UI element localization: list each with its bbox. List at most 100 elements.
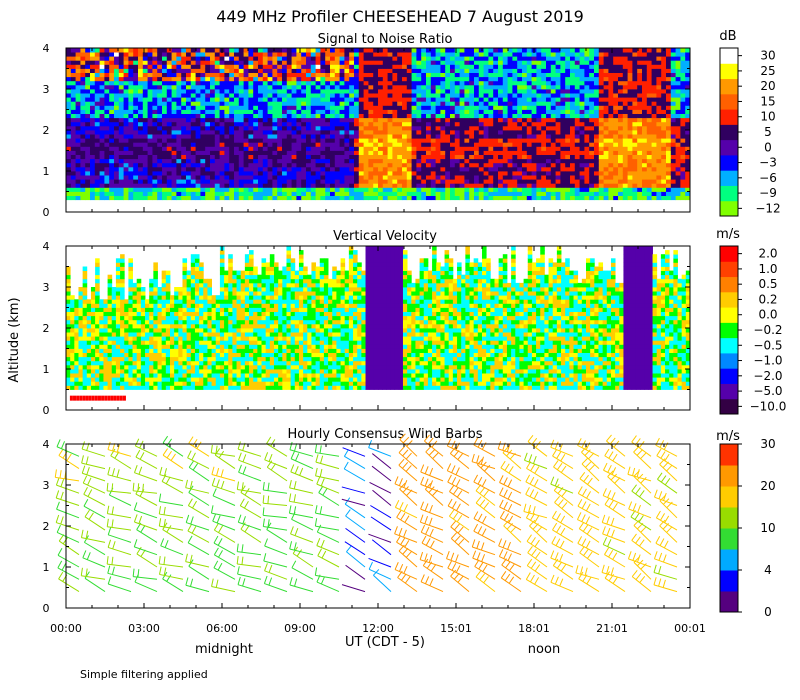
snr-cell — [469, 56, 475, 61]
snr-cell — [421, 52, 427, 57]
snr-cell — [450, 154, 456, 160]
snr-cell — [344, 101, 350, 106]
snr-cell — [272, 64, 278, 69]
snr-cell — [90, 76, 96, 82]
snr-cell — [661, 109, 667, 114]
snr-cell — [253, 142, 259, 147]
snr-cell — [507, 183, 513, 188]
snr-cell — [306, 101, 312, 106]
snr-cell — [253, 134, 259, 139]
snr-cell — [200, 191, 206, 196]
snr-cell — [632, 162, 638, 168]
snr-cell — [387, 84, 393, 90]
snr-cell — [190, 93, 196, 98]
snr-cell — [238, 125, 244, 131]
snr-cell — [517, 56, 523, 61]
snr-cell — [118, 171, 124, 176]
snr-cell — [642, 89, 648, 94]
snr-cell — [205, 171, 211, 176]
snr-cell — [584, 89, 590, 94]
snr-cell — [234, 150, 240, 155]
snr-cell — [469, 191, 475, 196]
snr-cell — [315, 166, 321, 172]
snr-cell — [238, 191, 244, 196]
snr-cell — [656, 187, 662, 192]
snr-cell — [536, 130, 542, 135]
snr-cell — [99, 52, 105, 57]
snr-cell — [493, 195, 499, 201]
snr-cell — [392, 183, 398, 188]
snr-cell — [402, 64, 408, 69]
snr-cell — [474, 195, 480, 201]
snr-cell — [536, 89, 542, 94]
snr-cell — [320, 64, 326, 69]
snr-cell — [589, 68, 595, 73]
snr-cell — [565, 125, 571, 131]
snr-cell — [90, 195, 96, 201]
snr-cell — [90, 191, 96, 196]
snr-cell — [66, 134, 72, 139]
snr-cell — [627, 195, 633, 201]
snr-cell — [594, 105, 600, 110]
snr-cell — [142, 52, 148, 57]
snr-cell — [598, 60, 604, 65]
snr-cell — [138, 48, 144, 53]
snr-cell — [608, 76, 614, 82]
snr-cell — [522, 142, 528, 147]
snr-cell — [560, 80, 566, 86]
snr-cell — [195, 146, 201, 151]
snr-cell — [507, 109, 513, 114]
snr-cell — [301, 134, 307, 139]
snr-cell — [536, 183, 542, 188]
snr-cell — [555, 179, 561, 184]
snr-cell — [138, 52, 144, 57]
snr-cell — [301, 183, 307, 188]
snr-cell — [642, 105, 648, 110]
snr-cell — [253, 105, 259, 110]
snr-cell — [670, 84, 676, 90]
snr-cell — [195, 166, 201, 172]
snr-cell — [589, 183, 595, 188]
snr-cell — [344, 130, 350, 135]
snr-cell — [579, 105, 585, 110]
snr-cell — [99, 60, 105, 65]
snr-cell — [157, 166, 163, 172]
snr-cell — [349, 154, 355, 160]
snr-cell — [118, 183, 124, 188]
snr-cell — [541, 101, 547, 106]
snr-cell — [243, 80, 249, 86]
snr-cell — [397, 179, 403, 184]
snr-cell — [474, 171, 480, 176]
snr-cell — [243, 187, 249, 192]
snr-cell — [224, 93, 230, 98]
snr-cell — [363, 179, 369, 184]
snr-cell — [363, 166, 369, 172]
snr-cell — [354, 195, 360, 201]
snr-cell — [598, 154, 604, 160]
snr-cell — [426, 130, 432, 135]
snr-cell — [392, 109, 398, 114]
snr-cell — [234, 72, 240, 78]
snr-cell — [224, 105, 230, 110]
snr-cell — [176, 117, 182, 123]
snr-cell — [330, 134, 336, 139]
snr-cell — [80, 158, 86, 164]
snr-cell — [435, 60, 441, 65]
snr-cell — [162, 183, 168, 188]
snr-cell — [195, 117, 201, 123]
snr-cell — [478, 113, 484, 119]
snr-cell — [238, 52, 244, 57]
snr-cell — [214, 109, 220, 114]
snr-cell — [133, 64, 139, 69]
snr-cell — [190, 60, 196, 65]
velocity-cell — [70, 381, 75, 386]
snr-cell — [483, 93, 489, 98]
snr-cell — [147, 134, 153, 139]
snr-cell — [382, 97, 388, 102]
snr-cell — [90, 52, 96, 57]
snr-cell — [349, 89, 355, 94]
snr-cell — [80, 109, 86, 114]
snr-cell — [627, 101, 633, 106]
snr-cell — [459, 162, 465, 168]
snr-cell — [651, 64, 657, 69]
